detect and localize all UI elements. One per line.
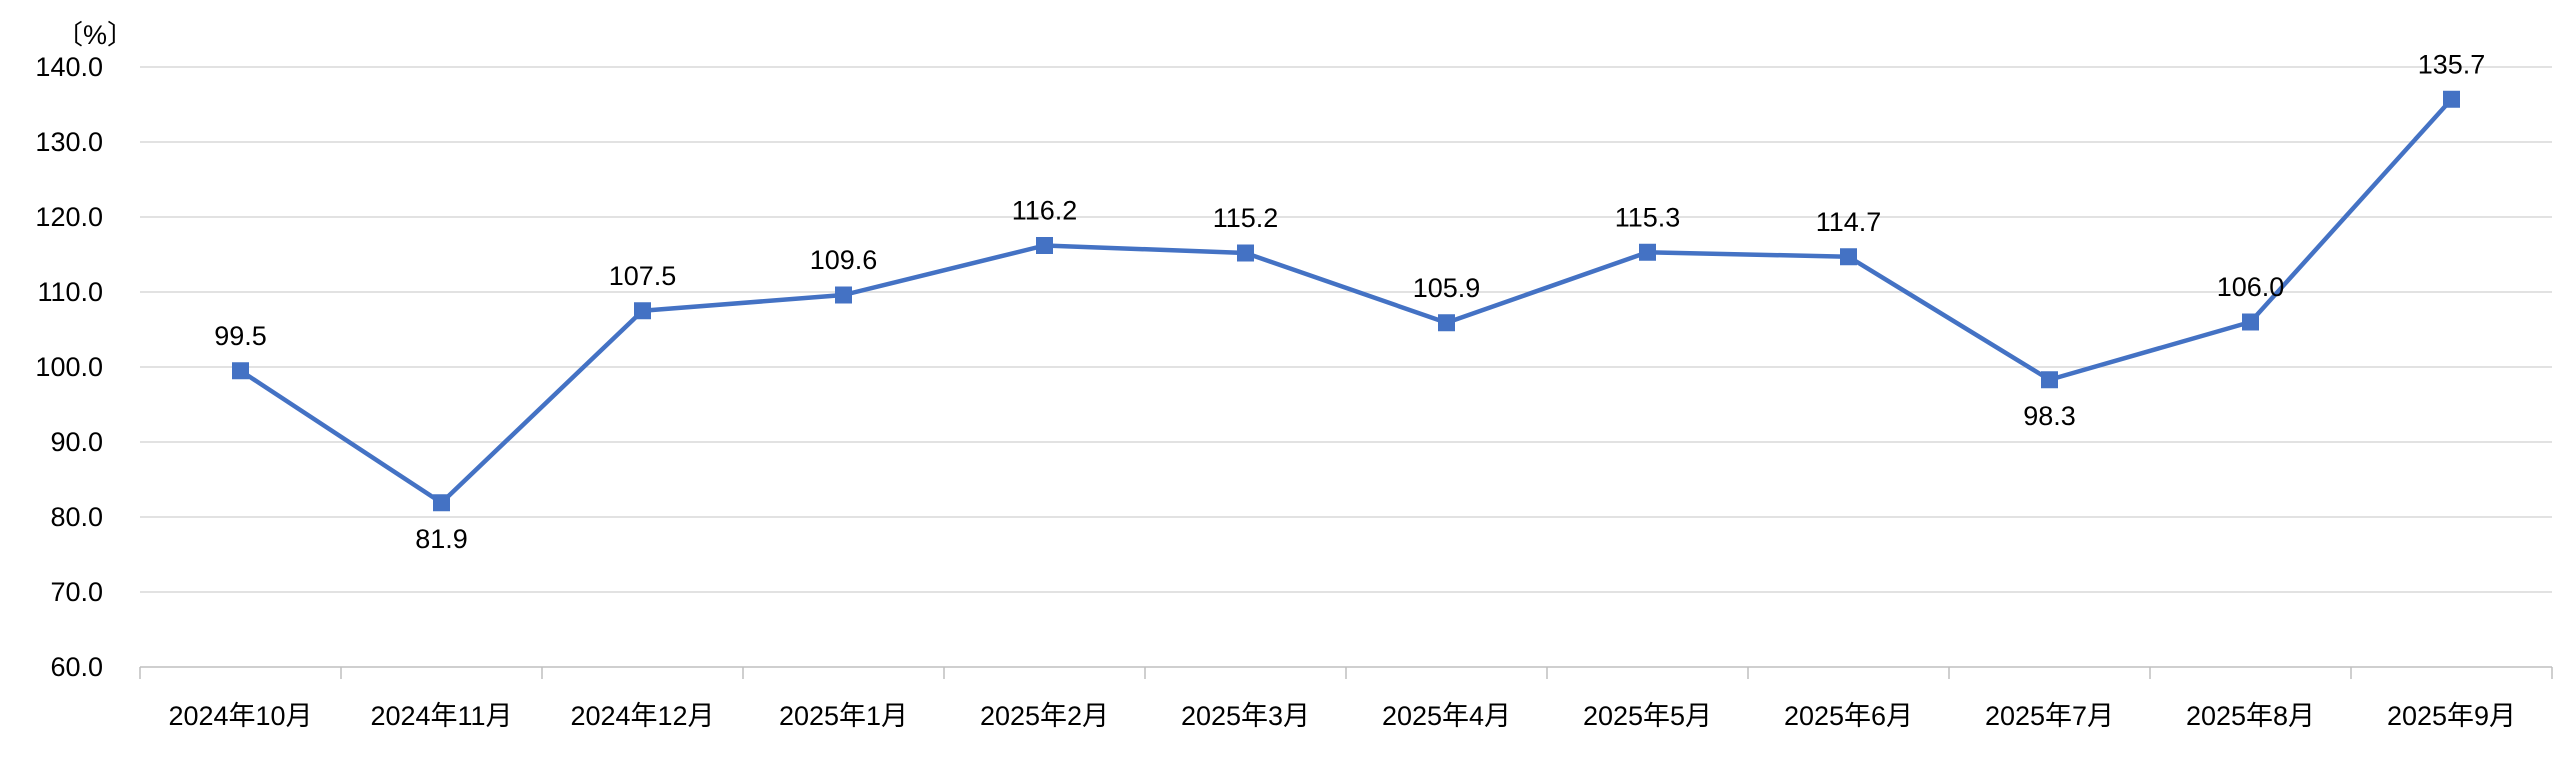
x-axis-category-label: 2025年7月 [1985,701,2114,731]
y-axis-tick-label: 140.0 [35,52,103,82]
data-label: 105.9 [1413,273,1481,303]
y-axis-tick-label: 90.0 [50,427,103,457]
data-point-marker [1036,237,1053,254]
y-axis-tick-label: 60.0 [50,652,103,682]
x-axis-category-label: 2025年5月 [1583,701,1712,731]
data-label: 98.3 [2023,401,2076,431]
x-axis-category-label: 2025年8月 [2186,701,2315,731]
data-label: 115.2 [1213,203,1279,233]
data-label: 116.2 [1012,196,1078,226]
x-axis-category-label: 2025年1月 [779,701,908,731]
y-axis-tick-label: 130.0 [35,127,103,157]
data-point-marker [2242,313,2259,331]
data-point-marker [2443,90,2460,108]
data-point-marker [835,286,852,304]
data-label: 115.3 [1615,202,1681,232]
x-axis-category-label: 2024年10月 [168,701,312,731]
data-point-marker [1639,243,1656,261]
x-axis-category-label: 2024年12月 [570,701,714,731]
x-axis-category-label: 2025年9月 [2387,701,2516,731]
y-axis-tick-label: 120.0 [35,202,103,232]
y-axis-tick-label: 110.0 [37,277,103,307]
data-label: 81.9 [415,524,468,554]
x-axis-category-label: 2025年6月 [1784,701,1913,731]
x-axis-category-label: 2025年2月 [980,701,1109,731]
data-point-marker [2041,371,2058,389]
data-label: 99.5 [214,321,267,351]
data-label: 135.7 [2418,49,2486,79]
data-point-marker [1237,244,1254,262]
x-axis-category-label: 2024年11月 [370,701,512,731]
data-point-marker [433,494,450,512]
data-point-marker [1840,248,1857,266]
data-point-marker [634,302,651,320]
y-axis-tick-label: 80.0 [50,502,103,532]
data-point-marker [232,362,249,380]
data-point-marker [1438,314,1455,332]
y-axis-tick-label: 70.0 [50,577,103,607]
series-line [238,97,2454,505]
data-label: 107.5 [609,261,677,291]
data-label: 106.0 [2217,272,2285,302]
x-axis-category-label: 2025年3月 [1181,701,1310,731]
y-axis-tick-label: 100.0 [35,352,103,382]
x-axis-category-label: 2025年4月 [1382,701,1511,731]
data-label: 109.6 [810,245,878,275]
y-axis-unit-label: 〔%〕 [56,20,135,50]
data-label: 114.7 [1816,207,1882,237]
